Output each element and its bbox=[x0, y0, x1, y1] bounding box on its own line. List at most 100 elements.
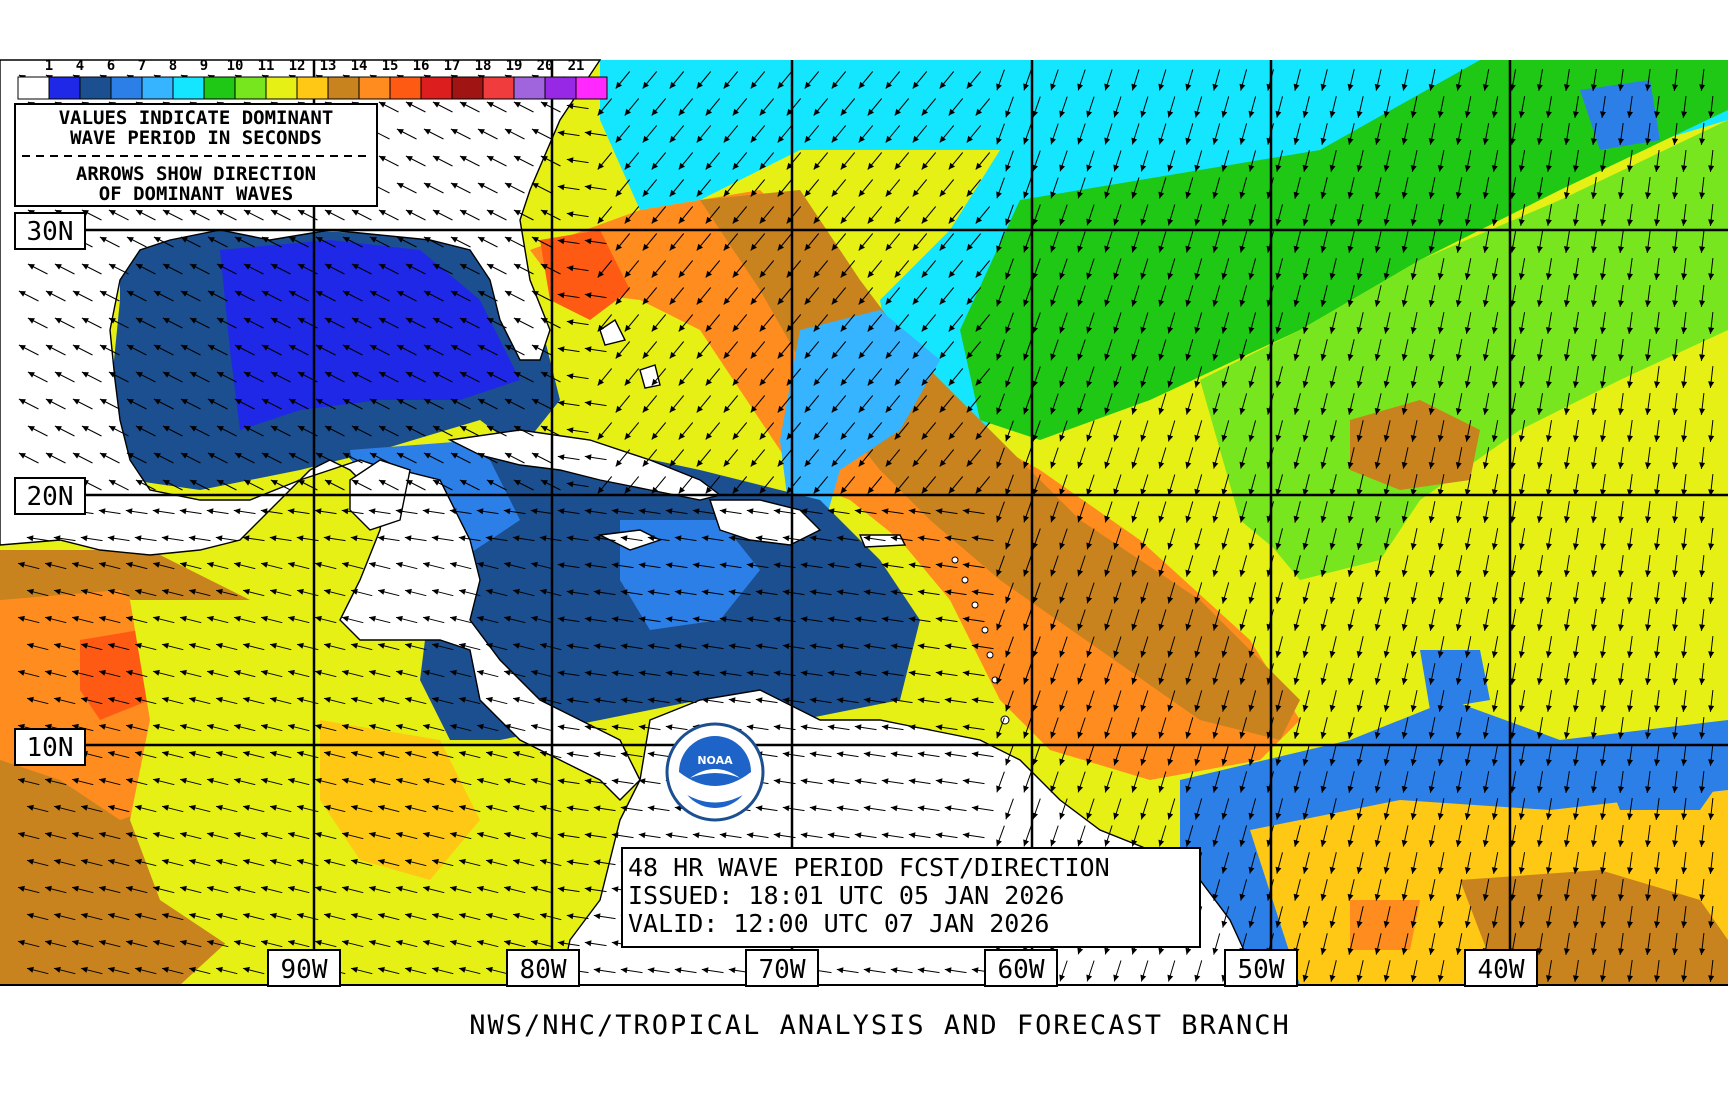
wave-arrow-head bbox=[378, 156, 386, 162]
wave-arrow-head bbox=[1248, 218, 1255, 226]
wave-arrow-head bbox=[351, 858, 358, 865]
wave-arrow-head bbox=[858, 351, 865, 359]
legend-label: 1 bbox=[45, 58, 53, 74]
wave-arrow-head bbox=[531, 939, 538, 946]
wave-arrow-head bbox=[1563, 894, 1570, 901]
wave-arrow-head bbox=[827, 778, 835, 785]
wave-arrow-head bbox=[1221, 164, 1228, 172]
wave-arrow-head bbox=[813, 378, 820, 386]
wave-arrow-head bbox=[1627, 921, 1633, 928]
wave-arrow-head bbox=[996, 623, 1002, 631]
wave-arrow-head bbox=[126, 831, 133, 838]
wave-arrow-head bbox=[432, 318, 440, 324]
wave-arrow-head bbox=[809, 535, 817, 542]
wave-arrow-head bbox=[1545, 867, 1552, 874]
wave-arrow-head bbox=[1536, 948, 1543, 955]
wave-arrow-head bbox=[867, 162, 874, 170]
wave-arrow-head bbox=[840, 324, 847, 332]
wave-arrow-head bbox=[297, 480, 305, 486]
wave-arrow-head bbox=[1627, 705, 1633, 712]
wave-arrow-head bbox=[369, 561, 376, 568]
wave-arrow-head bbox=[1482, 516, 1489, 523]
wave-arrow-head bbox=[297, 750, 304, 757]
wave-arrow-head bbox=[1050, 353, 1056, 361]
wave-arrow-head bbox=[1086, 704, 1093, 712]
wave-arrow-head bbox=[1627, 597, 1633, 604]
wave-arrow-head bbox=[1374, 893, 1381, 901]
wave-arrow-head bbox=[696, 459, 703, 467]
wave-arrow-head bbox=[624, 162, 631, 170]
wave-arrow-head bbox=[1536, 354, 1543, 361]
wave-arrow-head bbox=[180, 777, 187, 784]
wave-arrow-head bbox=[647, 751, 655, 758]
wave-arrow-head bbox=[1618, 408, 1624, 415]
wave-arrow-head bbox=[1194, 434, 1201, 442]
wave-arrow-head bbox=[732, 486, 739, 494]
wave-arrow-head bbox=[1401, 569, 1408, 577]
wave-arrow-head bbox=[315, 777, 322, 784]
wave-arrow-head bbox=[1104, 731, 1111, 739]
wave-arrow-head bbox=[1275, 650, 1282, 658]
wave-arrow-head bbox=[593, 697, 601, 704]
wave-arrow-head bbox=[1672, 192, 1679, 199]
wave-arrow-head bbox=[557, 400, 565, 407]
wave-arrow-head bbox=[1437, 921, 1444, 928]
wave-arrow-head bbox=[315, 399, 323, 405]
wave-arrow-head bbox=[1356, 596, 1363, 604]
wave-arrow-head bbox=[180, 885, 187, 892]
wave-arrow-head bbox=[890, 643, 898, 650]
wave-arrow-head bbox=[1627, 381, 1633, 388]
wave-arrow-head bbox=[912, 135, 919, 143]
wave-arrow-head bbox=[557, 886, 565, 893]
wave-arrow-head bbox=[1194, 812, 1201, 820]
wave-arrow-head bbox=[459, 156, 467, 162]
wave-arrow-head bbox=[1032, 434, 1038, 442]
wave-arrow-head bbox=[1086, 326, 1093, 334]
wave-arrow-head bbox=[189, 858, 196, 865]
wave-arrow-head bbox=[1563, 246, 1570, 253]
wave-arrow-head bbox=[566, 859, 574, 866]
wave-arrow-head bbox=[423, 561, 430, 568]
wave-arrow-head bbox=[921, 108, 928, 116]
wave-arrow-head bbox=[486, 318, 494, 324]
wave-arrow-head bbox=[351, 750, 358, 757]
wave-arrow-head bbox=[540, 210, 548, 216]
wave-arrow-head bbox=[705, 108, 712, 116]
wave-arrow-head bbox=[1131, 245, 1138, 253]
wave-arrow-head bbox=[939, 243, 946, 251]
wave-arrow-head bbox=[1275, 596, 1282, 604]
wave-arrow-head bbox=[45, 399, 53, 405]
wave-arrow-head bbox=[315, 345, 323, 351]
wave-arrow-head bbox=[1627, 165, 1633, 172]
wave-arrow-head bbox=[917, 805, 925, 812]
wave-arrow-head bbox=[1600, 111, 1606, 118]
wave-arrow-head bbox=[777, 405, 784, 413]
wave-arrow-head bbox=[1708, 813, 1715, 820]
wave-arrow-head bbox=[342, 345, 350, 351]
wave-arrow-head bbox=[1347, 137, 1354, 145]
wave-arrow-head bbox=[45, 831, 52, 838]
wave-arrow-head bbox=[669, 81, 676, 89]
wave-arrow-head bbox=[99, 939, 106, 946]
wave-arrow-head bbox=[396, 345, 404, 351]
wave-arrow-head bbox=[432, 858, 439, 865]
wave-arrow-head bbox=[288, 777, 295, 784]
wave-arrow-head bbox=[324, 264, 332, 270]
wave-arrow-head bbox=[1600, 921, 1606, 928]
wave-arrow-head bbox=[935, 724, 943, 731]
wave-arrow-head bbox=[759, 162, 766, 170]
wave-arrow-head bbox=[135, 210, 143, 216]
wave-arrow-head bbox=[1491, 273, 1498, 280]
wave-arrow-head bbox=[189, 480, 197, 486]
wave-arrow-head bbox=[863, 589, 871, 596]
wave-arrow-head bbox=[1320, 677, 1327, 685]
wave-arrow-head bbox=[1437, 165, 1444, 172]
wave-arrow-head bbox=[1320, 461, 1327, 469]
wave-arrow-head bbox=[1699, 624, 1706, 631]
wave-arrow-head bbox=[1681, 273, 1688, 280]
legend-swatch bbox=[575, 76, 608, 100]
wave-arrow-head bbox=[378, 750, 385, 757]
wave-arrow-head bbox=[180, 615, 187, 622]
wave-arrow-head bbox=[804, 243, 811, 251]
